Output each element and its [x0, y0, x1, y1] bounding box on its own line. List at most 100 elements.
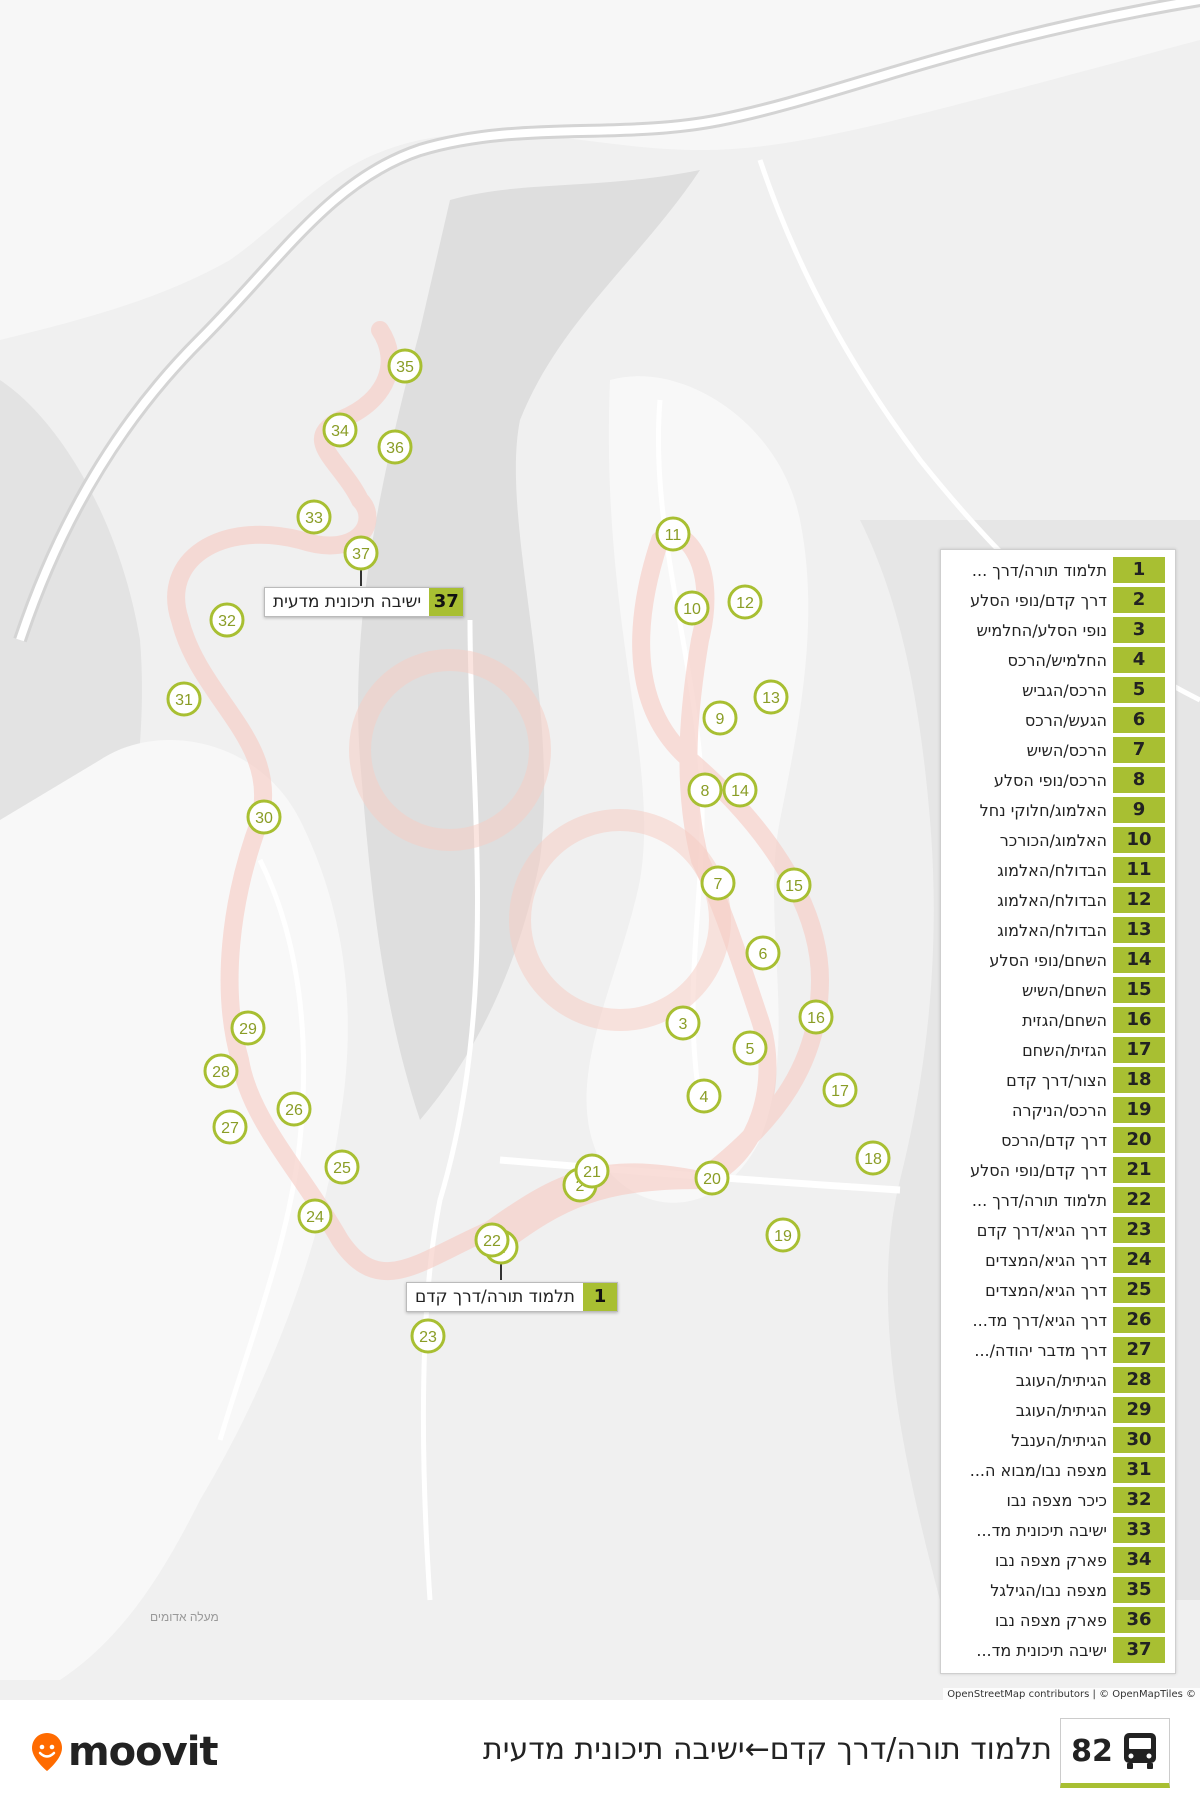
legend-row-7[interactable]: הרכס/השיש 7 — [941, 736, 1175, 764]
stop-marker-16[interactable]: 16 — [798, 999, 834, 1035]
stop-marker-12[interactable]: 12 — [727, 584, 763, 620]
legend-row-17[interactable]: הגזית/השחם 17 — [941, 1036, 1175, 1064]
legend-row-5[interactable]: הרכס/הגביש 5 — [941, 676, 1175, 704]
stop-marker-6[interactable]: 6 — [745, 935, 781, 971]
stop-marker-29[interactable]: 29 — [230, 1010, 266, 1046]
legend-row-22[interactable]: תלמוד תורה/דרך ... 22 — [941, 1186, 1175, 1214]
stop-marker-9[interactable]: 9 — [702, 700, 738, 736]
legend-row-2[interactable]: דרך קדם/נופי הסלע 2 — [941, 586, 1175, 614]
legend-stop-number: 14 — [1113, 947, 1165, 973]
stop-marker-37[interactable]: 37 — [343, 535, 379, 571]
stop-marker-23[interactable]: 23 — [410, 1318, 446, 1354]
legend-row-31[interactable]: מצפה נבו/מבוא ה... 31 — [941, 1456, 1175, 1484]
stop-number: 7 — [714, 876, 723, 893]
stop-marker-25[interactable]: 25 — [324, 1149, 360, 1185]
legend-row-16[interactable]: השחם/הגזית 16 — [941, 1006, 1175, 1034]
callout-start-num: 1 — [582, 1283, 617, 1311]
stop-marker-18[interactable]: 18 — [855, 1140, 891, 1176]
stop-marker-31[interactable]: 31 — [166, 681, 202, 717]
callout-end-name: ישיבה תיכונית מדעית — [273, 592, 422, 612]
legend-row-11[interactable]: הבדולח/האלמוג 11 — [941, 856, 1175, 884]
stop-marker-4[interactable]: 4 — [686, 1078, 722, 1114]
legend-row-21[interactable]: דרך קדם/נופי הסלע 21 — [941, 1156, 1175, 1184]
stop-marker-3[interactable]: 3 — [665, 1005, 701, 1041]
stop-marker-17[interactable]: 17 — [822, 1072, 858, 1108]
map-attribution[interactable]: OpenStreetMap contributors | © OpenMapTi… — [943, 1688, 1200, 1701]
legend-row-18[interactable]: הצור/דרך קדם 18 — [941, 1066, 1175, 1094]
legend-stop-name: הרכס/הגביש — [1022, 680, 1107, 700]
moovit-logo[interactable]: moovit — [30, 1729, 219, 1775]
stop-marker-36[interactable]: 36 — [377, 429, 413, 465]
legend-row-13[interactable]: הבדולח/האלמוג 13 — [941, 916, 1175, 944]
legend-stop-name: פארק מצפה נבו — [994, 1610, 1107, 1630]
legend-stop-number: 34 — [1113, 1547, 1165, 1573]
route-badge[interactable]: 82 — [1060, 1718, 1170, 1788]
legend-row-19[interactable]: הרכס/הניקרה 19 — [941, 1096, 1175, 1124]
legend-row-33[interactable]: ישיבה תיכונית מד... 33 — [941, 1516, 1175, 1544]
legend-row-14[interactable]: השחם/נופי הסלע 14 — [941, 946, 1175, 974]
stop-marker-21[interactable]: 21 — [574, 1153, 610, 1189]
legend-stop-name: הרכס/הניקרה — [1012, 1100, 1107, 1120]
stop-marker-7[interactable]: 7 — [700, 865, 736, 901]
legend-row-6[interactable]: הגעש/הרכס 6 — [941, 706, 1175, 734]
brand-name: moovit — [68, 1729, 219, 1775]
legend-row-20[interactable]: דרך קדם/הרכס 20 — [941, 1126, 1175, 1154]
legend-row-3[interactable]: נופי הסלע/החלמיש 3 — [941, 616, 1175, 644]
stops-layer: 1234567891011121314151617181920212223242… — [166, 348, 891, 1354]
end-stop-callout[interactable]: ישיבה תיכונית מדעית 37 — [264, 587, 465, 617]
legend-stop-name: הבדולח/האלמוג — [997, 860, 1107, 880]
legend-row-32[interactable]: כיכר מצפה נבו 32 — [941, 1486, 1175, 1514]
legend-stop-name: האלמוג/חלוקי נחל — [979, 800, 1107, 820]
legend-row-12[interactable]: הבדולח/האלמוג 12 — [941, 886, 1175, 914]
legend-row-29[interactable]: הגיתית/העוגב 29 — [941, 1396, 1175, 1424]
legend-row-25[interactable]: דרך הגיא/המצדים 25 — [941, 1276, 1175, 1304]
legend-row-8[interactable]: הרכס/נופי הסלע 8 — [941, 766, 1175, 794]
stop-marker-5[interactable]: 5 — [732, 1030, 768, 1066]
legend-stop-number: 36 — [1113, 1607, 1165, 1633]
stop-marker-26[interactable]: 26 — [276, 1091, 312, 1127]
legend-stop-number: 11 — [1113, 857, 1165, 883]
stop-circle — [727, 584, 763, 620]
legend-row-10[interactable]: האלמוג/הכורכר 10 — [941, 826, 1175, 854]
stop-marker-14[interactable]: 14 — [722, 772, 758, 808]
legend-row-37[interactable]: ישיבה תיכונית מד... 37 — [941, 1636, 1175, 1664]
legend-row-9[interactable]: האלמוג/חלוקי נחל 9 — [941, 796, 1175, 824]
legend-stop-number: 12 — [1113, 887, 1165, 913]
legend-row-34[interactable]: פארק מצפה נבו 34 — [941, 1546, 1175, 1574]
stop-marker-8[interactable]: 8 — [687, 772, 723, 808]
stop-marker-15[interactable]: 15 — [776, 867, 812, 903]
stop-marker-22[interactable]: 22 — [474, 1222, 510, 1258]
stop-marker-28[interactable]: 28 — [203, 1053, 239, 1089]
stop-number: 29 — [239, 1021, 257, 1038]
stop-marker-34[interactable]: 34 — [322, 412, 358, 448]
stop-marker-11[interactable]: 11 — [655, 516, 691, 552]
legend-row-27[interactable]: דרך מדבר יהודה/... 27 — [941, 1336, 1175, 1364]
legend-row-1[interactable]: תלמוד תורה/דרך ... 1 — [941, 556, 1175, 584]
stop-marker-20[interactable]: 20 — [694, 1160, 730, 1196]
stop-marker-33[interactable]: 33 — [296, 499, 332, 535]
stop-marker-27[interactable]: 27 — [212, 1109, 248, 1145]
legend-row-30[interactable]: הגיתית/הענבל 30 — [941, 1426, 1175, 1454]
stop-marker-13[interactable]: 13 — [753, 679, 789, 715]
legend-row-36[interactable]: פארק מצפה נבו 36 — [941, 1606, 1175, 1634]
legend-row-23[interactable]: דרך הגיא/דרך קדם 23 — [941, 1216, 1175, 1244]
legend-row-24[interactable]: דרך הגיא/המצדים 24 — [941, 1246, 1175, 1274]
legend-row-26[interactable]: דרך הגיא/דרך מד... 26 — [941, 1306, 1175, 1334]
legend-stop-name: הגיתית/העוגב — [1015, 1400, 1107, 1420]
legend-row-35[interactable]: מצפה נבו/הגילגל 35 — [941, 1576, 1175, 1604]
legend-stop-name: פארק מצפה נבו — [994, 1550, 1107, 1570]
legend-stop-number: 3 — [1113, 617, 1165, 643]
stop-marker-35[interactable]: 35 — [387, 348, 423, 384]
stop-number: 3 — [679, 1016, 688, 1033]
legend-row-28[interactable]: הגיתית/העוגב 28 — [941, 1366, 1175, 1394]
legend-row-15[interactable]: השחם/השיש 15 — [941, 976, 1175, 1004]
stop-marker-19[interactable]: 19 — [765, 1217, 801, 1253]
start-stop-callout[interactable]: תלמוד תורה/דרך קדם 1 — [406, 1282, 618, 1312]
stop-marker-10[interactable]: 10 — [674, 590, 710, 626]
stop-marker-24[interactable]: 24 — [297, 1198, 333, 1234]
stop-marker-30[interactable]: 30 — [246, 799, 282, 835]
stop-circle — [700, 865, 736, 901]
stop-marker-32[interactable]: 32 — [209, 602, 245, 638]
legend-row-4[interactable]: החלמיש/הרכס 4 — [941, 646, 1175, 674]
